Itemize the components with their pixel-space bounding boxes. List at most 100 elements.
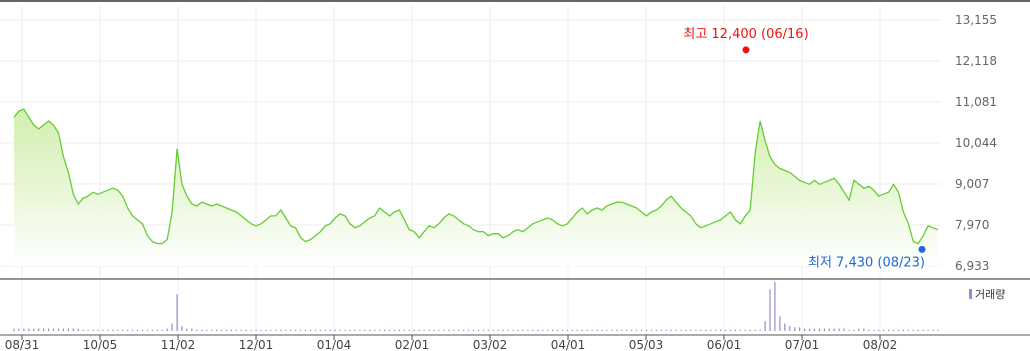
volume-bar [571, 329, 573, 331]
volume-bar [784, 323, 786, 331]
volume-bar [359, 329, 361, 331]
volume-bar [235, 329, 237, 331]
volume-bar [556, 329, 559, 331]
price-line [13, 108, 939, 245]
volume-bar [769, 289, 771, 331]
volume-bar [808, 328, 811, 332]
volume-bar [566, 329, 568, 331]
volume-bar [304, 329, 307, 331]
volume-bar [660, 329, 662, 331]
volume-bar [255, 329, 257, 331]
chart-frame [0, 0, 1030, 336]
high-label: 최고 12,400 (06/16) [683, 27, 808, 42]
volume-bar [122, 329, 124, 331]
volume-bar [319, 329, 321, 331]
volume-bar [675, 329, 677, 331]
volume-bar [512, 329, 514, 331]
volume-bar [285, 329, 287, 331]
volume-bar [166, 328, 168, 332]
volume-bar [428, 329, 430, 331]
volume-bar [650, 329, 652, 331]
volume-bar [591, 329, 593, 331]
volume-bar [245, 329, 247, 331]
volume-bar [448, 329, 450, 331]
volume-bar [107, 329, 109, 331]
volume-bar [833, 328, 835, 332]
volume-bar [374, 329, 376, 331]
volume-bar [181, 326, 183, 331]
volume-bar [225, 329, 228, 331]
volume-bar [715, 329, 717, 331]
volume-bar [927, 329, 929, 331]
volume-bar [932, 329, 934, 331]
volume-bar [300, 329, 302, 331]
volume-bar [13, 328, 15, 332]
volume-bar [309, 329, 312, 331]
volume-bar [196, 329, 198, 331]
volume-bar [690, 329, 692, 331]
volume-bar [141, 329, 144, 331]
volume-bar [853, 329, 855, 331]
x-tick-label: 03/02 [473, 338, 508, 351]
y-tick-label: 6,933 [955, 259, 989, 273]
volume-bar [621, 329, 623, 331]
x-tick-label: 12/01 [239, 338, 274, 351]
volume-bar [611, 329, 613, 331]
volume-bar [433, 329, 435, 331]
volume-bar [82, 329, 84, 331]
volume-bar [176, 294, 178, 332]
x-tick-label: 08/31 [5, 338, 40, 351]
volume-bar [517, 329, 519, 331]
volume-bar [542, 329, 544, 331]
x-axis: 08/31 10/05 11/02 12/01 01/04 02/01 03/02 04/01… [5, 335, 898, 351]
volume-bar [552, 329, 554, 331]
x-tick-label: 11/02 [161, 338, 196, 351]
volume-bar [720, 329, 722, 331]
volume-bars [13, 282, 939, 332]
volume-bar [408, 329, 410, 331]
x-tick-label: 10/05 [83, 338, 118, 351]
volume-bar [275, 329, 277, 331]
volume-bar [705, 329, 707, 331]
x-tick-label: 08/02 [863, 338, 898, 351]
volume-bar [917, 329, 919, 331]
volume-bar [843, 328, 845, 332]
volume-bar [818, 328, 820, 332]
volume-bar [700, 329, 702, 331]
volume-legend: 거래량 [975, 288, 1005, 301]
volume-bar [117, 329, 119, 331]
x-tick-label: 06/01 [707, 338, 742, 351]
volume-bar [33, 328, 35, 332]
volume-bar [201, 329, 203, 331]
volume-bar [749, 329, 751, 331]
volume-bar [463, 329, 465, 331]
volume-bar [507, 329, 509, 331]
volume-bar [710, 329, 712, 331]
y-tick-label: 9,007 [955, 177, 989, 191]
volume-bar [636, 329, 638, 331]
volume-bar [67, 328, 69, 332]
volume-bar [878, 329, 880, 331]
volume-bar [112, 329, 114, 331]
volume-bar [379, 329, 381, 331]
volume-bar [601, 329, 603, 331]
high-marker [742, 46, 750, 54]
x-tick-label: 02/01 [395, 338, 430, 351]
volume-bar [680, 329, 682, 331]
volume-bar [532, 329, 534, 331]
volume-bar [443, 329, 445, 331]
volume-bar [388, 329, 391, 331]
volume-bar [57, 328, 60, 332]
volume-bar [868, 329, 870, 331]
y-axis: 13,155 12,118 11,081 10,044 9,007 7,970 6,933 [955, 13, 997, 273]
volume-bar [823, 328, 825, 332]
volume-bar [838, 328, 840, 332]
volume-bar [897, 329, 900, 331]
volume-bar [640, 329, 643, 331]
volume-bar [883, 329, 885, 331]
volume-bar [626, 329, 628, 331]
volume-bar [804, 328, 806, 332]
volume-bar [77, 328, 79, 332]
volume-bar [794, 327, 796, 331]
grid [0, 6, 940, 335]
